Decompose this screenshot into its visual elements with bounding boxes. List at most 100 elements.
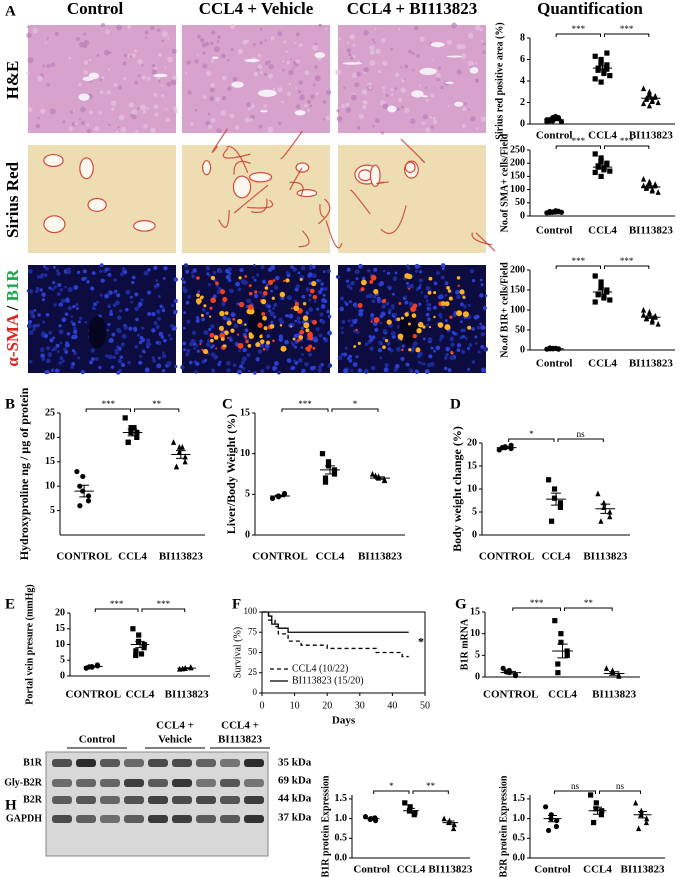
texture — [165, 108, 168, 111]
texture — [156, 28, 161, 32]
band — [148, 759, 168, 767]
row-label: Sirius Red — [3, 161, 22, 238]
nucleus — [300, 265, 306, 271]
nucleus — [110, 365, 115, 369]
nucleus — [153, 321, 158, 326]
nucleus — [393, 368, 398, 372]
data-point — [173, 463, 180, 470]
texture — [436, 77, 440, 82]
nucleus — [205, 266, 211, 271]
texture — [185, 72, 188, 75]
nucleus — [116, 370, 121, 375]
data-point — [555, 661, 561, 667]
y-tick-label: 0 — [472, 529, 477, 540]
data-point — [592, 76, 598, 82]
nucleus — [113, 278, 118, 282]
texture — [482, 50, 486, 54]
texture — [351, 72, 358, 79]
error-bar — [275, 494, 285, 498]
nucleus — [304, 361, 309, 367]
nucleus — [114, 300, 120, 306]
texture — [346, 41, 349, 44]
signal — [456, 310, 463, 317]
nucleus — [348, 358, 353, 363]
nucleus — [321, 319, 326, 324]
nucleus — [70, 365, 75, 370]
texture — [429, 115, 433, 119]
y-tick-label: 0.5 — [335, 833, 348, 844]
nucleus — [467, 367, 471, 371]
y-tick-label: 100 — [510, 184, 525, 195]
signal — [298, 335, 304, 340]
band — [172, 759, 192, 767]
nucleus — [264, 343, 270, 349]
texture — [83, 70, 88, 75]
texture — [299, 94, 305, 101]
significance-bracket — [85, 408, 131, 412]
data-point — [588, 792, 594, 798]
texture — [416, 54, 420, 58]
error-bar — [375, 476, 385, 480]
vessel — [248, 309, 267, 342]
significance-label: * — [389, 781, 394, 791]
x-tick-label: Control — [536, 225, 572, 237]
nucleus — [195, 315, 200, 320]
significance-label: *** — [110, 599, 124, 609]
nucleus — [440, 275, 445, 280]
texture — [164, 66, 167, 69]
nucleus — [411, 345, 416, 350]
nucleus — [480, 331, 486, 337]
nucleus — [427, 362, 432, 368]
nucleus — [253, 264, 256, 267]
signal — [410, 306, 416, 313]
nucleus — [350, 369, 354, 373]
signal — [260, 298, 267, 305]
size-label: 35 kDa — [278, 757, 312, 769]
nucleus — [474, 342, 478, 345]
nucleus — [372, 294, 377, 299]
nucleus — [81, 277, 86, 282]
nucleus — [342, 320, 346, 324]
y-tick-label: 250 — [510, 144, 525, 155]
nucleus — [260, 369, 265, 374]
nucleus — [246, 298, 252, 304]
panel-letter: F — [232, 596, 241, 612]
texture — [99, 78, 102, 82]
band — [172, 779, 192, 787]
panel-letter: G — [455, 596, 467, 612]
nucleus — [77, 356, 81, 360]
nucleus — [347, 319, 351, 323]
data-point — [595, 490, 601, 497]
signal — [262, 315, 267, 321]
texture — [380, 130, 385, 135]
nucleus — [322, 270, 326, 274]
data-point — [592, 273, 598, 279]
texture — [322, 118, 326, 121]
y-tick-label: 15 — [470, 606, 480, 617]
nucleus — [40, 348, 45, 353]
texture — [369, 60, 376, 66]
nucleus — [460, 320, 463, 324]
nucleus — [387, 311, 392, 315]
nucleus — [205, 342, 211, 347]
nucleus — [162, 277, 166, 280]
data-point — [77, 503, 83, 509]
nucleus — [278, 337, 284, 342]
nucleus — [471, 278, 476, 283]
vessel — [43, 215, 66, 234]
nucleus — [210, 324, 215, 329]
y-tick-label: 0 — [60, 670, 65, 681]
nucleus — [345, 279, 350, 283]
band — [220, 779, 240, 787]
nucleus — [444, 294, 448, 297]
nucleus — [93, 302, 97, 307]
signal — [307, 335, 313, 341]
texture — [336, 116, 343, 122]
y-tick-label: 15 — [55, 623, 65, 634]
nucleus — [418, 302, 422, 306]
error-bar — [182, 667, 192, 669]
data-point — [545, 477, 552, 483]
